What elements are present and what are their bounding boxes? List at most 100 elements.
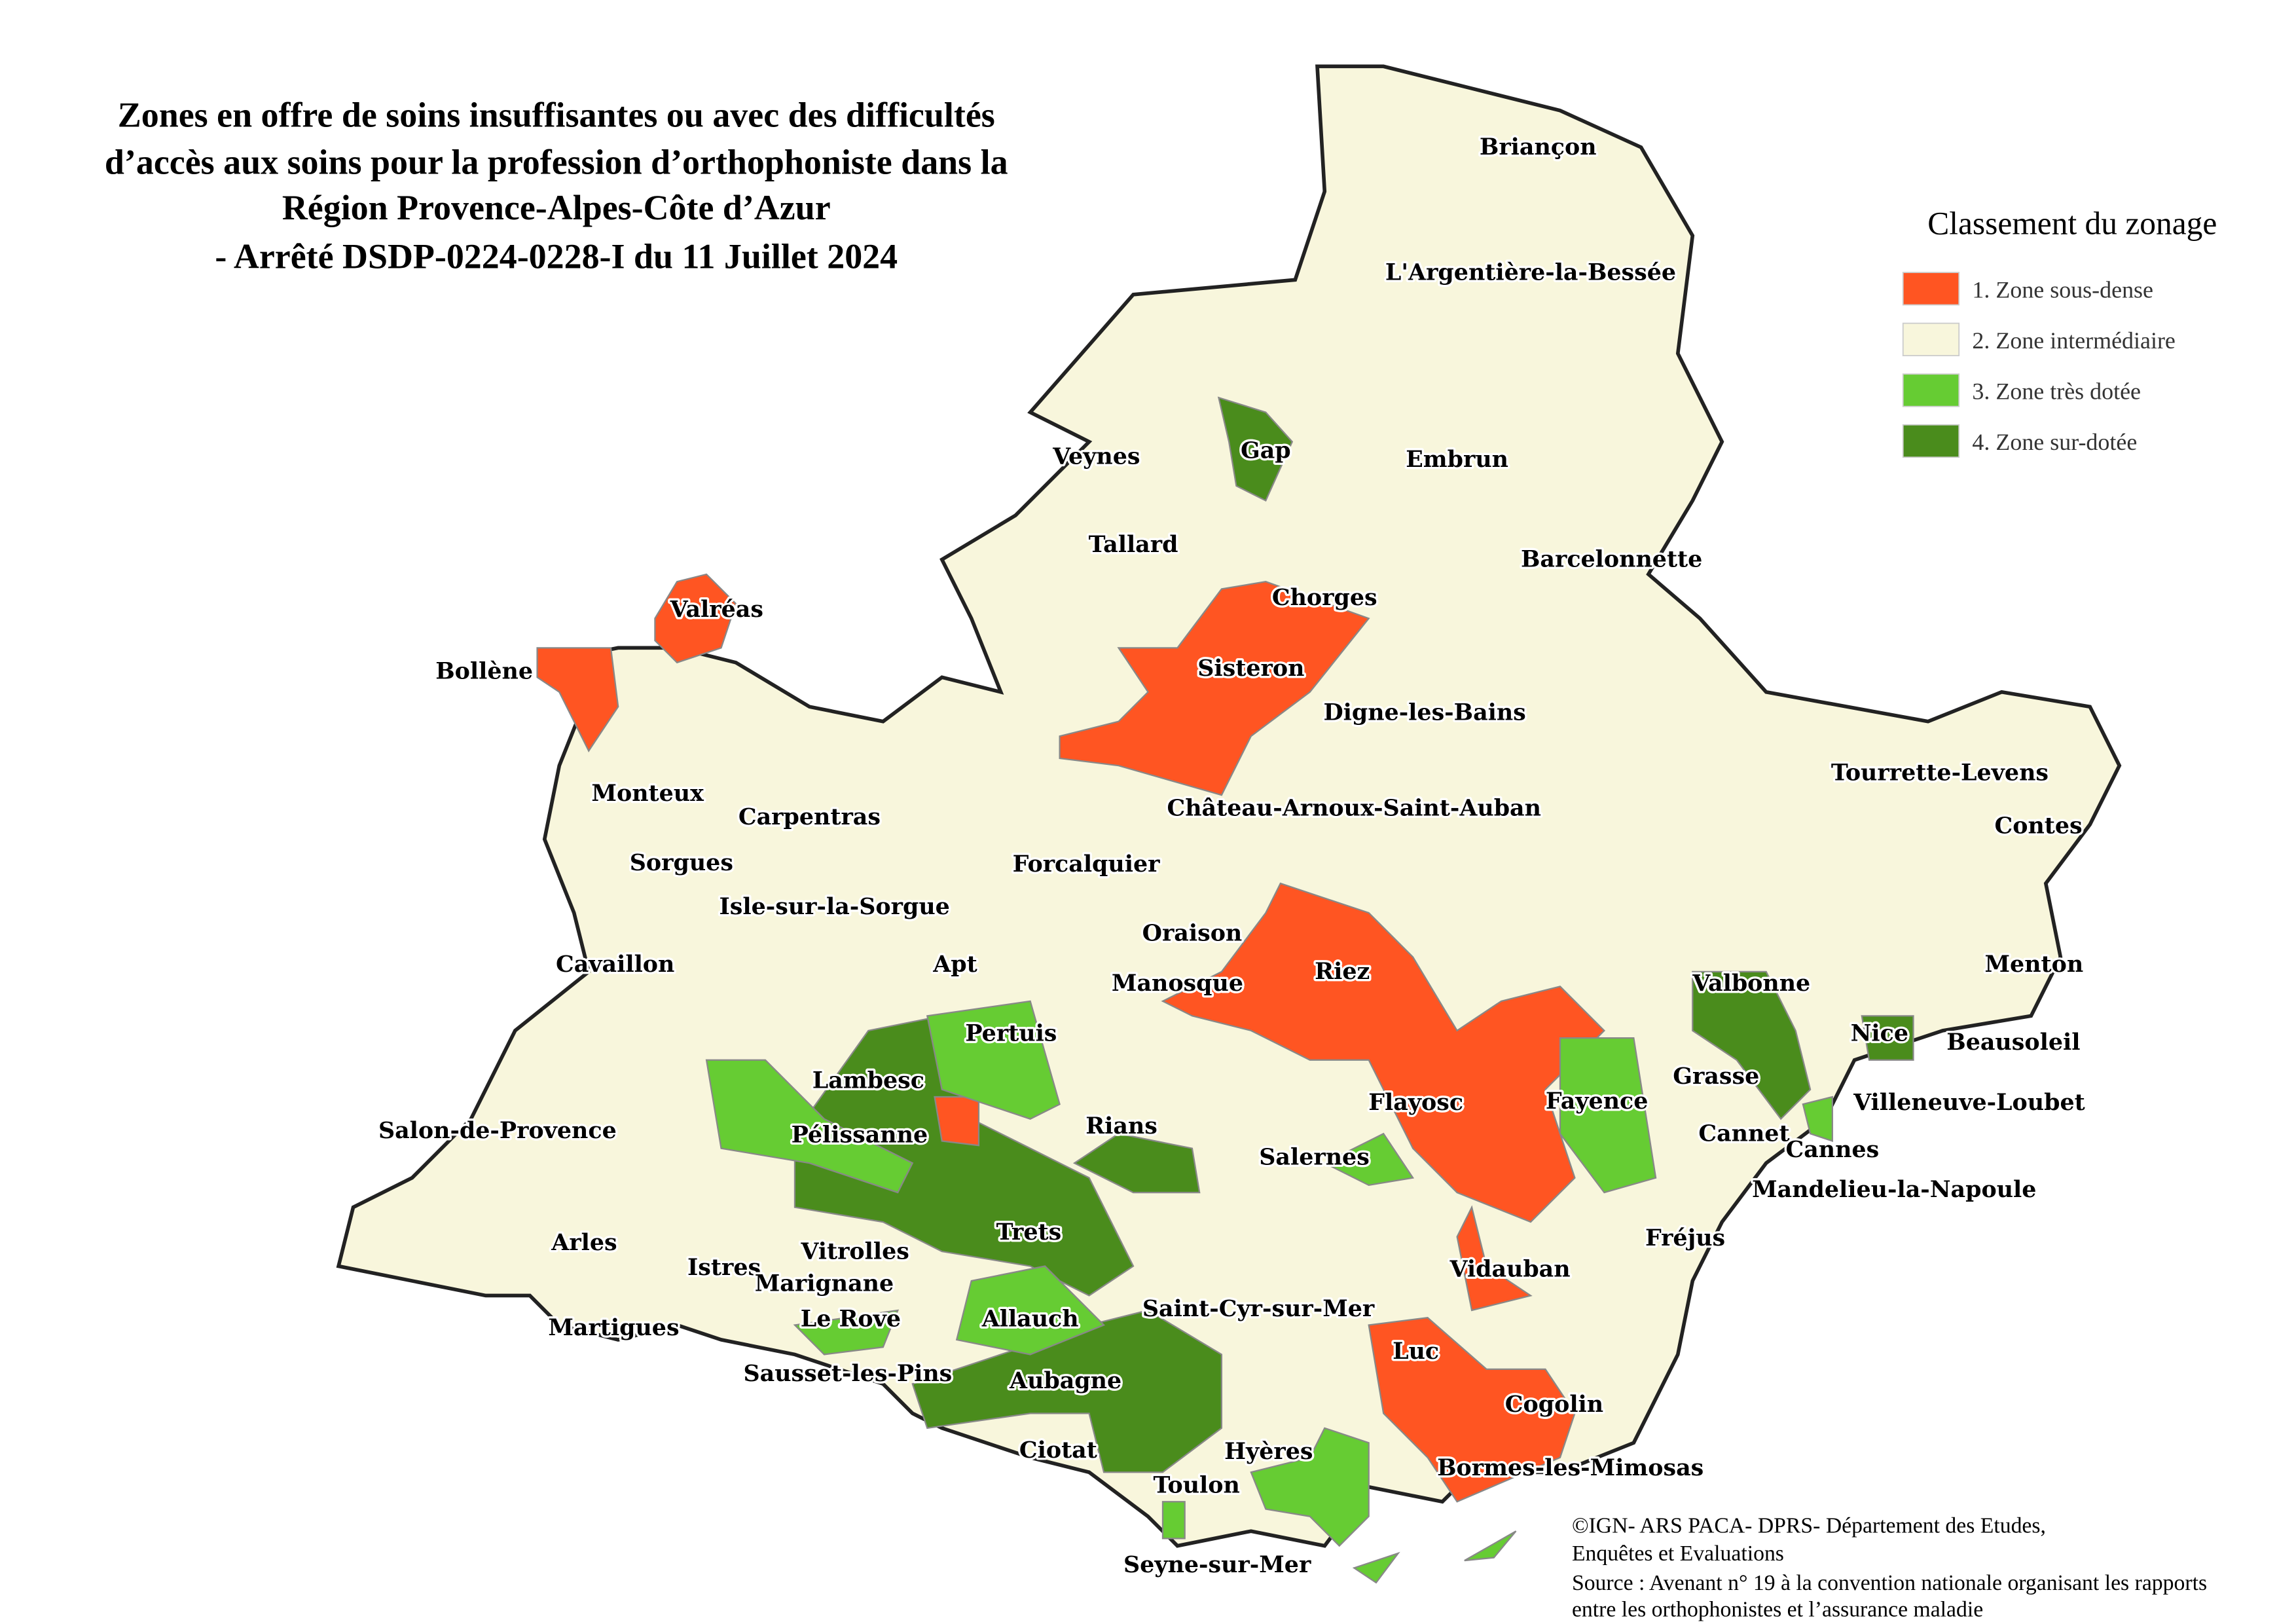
- legend-label: 2. Zone intermédiaire: [1972, 327, 2175, 354]
- place-label: Cogolin: [1505, 1391, 1603, 1418]
- place-label: Salon-de-Provence: [378, 1117, 617, 1144]
- place-label: Nice: [1851, 1020, 1908, 1047]
- zone: [1217, 396, 1294, 502]
- source-line: entre les orthophonistes et l’assurance …: [1572, 1598, 1983, 1622]
- zone: [1322, 1132, 1415, 1187]
- source: ©IGN- ARS PACA- DPRS- Département des Et…: [1572, 1513, 2207, 1621]
- place-label: Aubagne: [1009, 1367, 1121, 1394]
- place-label: Marignane: [755, 1270, 894, 1297]
- zone: [1072, 1133, 1201, 1194]
- zone: [955, 1265, 1106, 1356]
- place-label: Château-Arnoux-Saint-Auban: [1167, 795, 1541, 822]
- place-label: Beausoleil: [1946, 1029, 2080, 1056]
- legend-title: Classement du zonage: [1927, 206, 2217, 242]
- zone: [1250, 1427, 1370, 1547]
- place-label: Hyères: [1224, 1438, 1313, 1465]
- place-label: Ciotat: [1019, 1437, 1097, 1464]
- labels: Briançon L'Argentière-la-Bessée Veynes Gap E…: [376, 132, 2087, 1581]
- legend-swatch: [1902, 322, 1960, 356]
- title-line: Région Provence-Alpes-Côte d’Azur: [282, 188, 831, 227]
- zone: [1161, 1501, 1186, 1540]
- legend: Classement du zonage 1. Zone sous-dense 2…: [1902, 206, 2217, 458]
- legend-swatch: [1902, 373, 1960, 407]
- place-label: Pélissanne: [792, 1122, 928, 1149]
- place-label: Oraison: [1142, 920, 1243, 947]
- place-label: Istres: [687, 1254, 761, 1281]
- place-label: Apt: [932, 951, 977, 978]
- region: [336, 64, 2122, 1548]
- place-label: Bollène: [435, 658, 533, 685]
- place-label: Salernes: [1259, 1143, 1370, 1170]
- place-label: Villeneuve-Loubet: [1853, 1089, 2085, 1116]
- place-label: Bormes-les-Mimosas: [1437, 1454, 1704, 1481]
- place-label: Tourrette-Levens: [1831, 760, 2049, 786]
- place-label: Valréas: [670, 596, 763, 623]
- place-label: Cannes: [1786, 1136, 1880, 1163]
- zone: [1802, 1096, 1833, 1143]
- place-label: Le Rove: [801, 1306, 901, 1333]
- place-label: Flayosc: [1368, 1089, 1463, 1116]
- place-label: Gap: [1241, 437, 1291, 464]
- zone: [1456, 1205, 1533, 1312]
- zone: [1464, 1530, 1517, 1562]
- place-label: Fayence: [1546, 1088, 1648, 1115]
- place-label: Pertuis: [965, 1020, 1057, 1047]
- title-line: d’accès aux soins pour la profession d’o…: [105, 142, 1008, 181]
- title: Zones en offre de soins insuffisantes ou…: [105, 96, 1008, 276]
- zone: [705, 1059, 914, 1194]
- legend-label: 3. Zone très dotée: [1972, 378, 2141, 404]
- place-label: Barcelonnette: [1521, 546, 1702, 573]
- zone: [1692, 970, 1812, 1120]
- place-label: Saint-Cyr-sur-Mer: [1142, 1295, 1375, 1322]
- place-label: Cannet: [1698, 1120, 1789, 1147]
- place-label: Sorgues: [630, 849, 733, 876]
- place-label: Grasse: [1673, 1063, 1759, 1090]
- zone: [1059, 581, 1370, 796]
- place-label: Toulon: [1154, 1472, 1240, 1499]
- place-label: Rians: [1085, 1113, 1157, 1139]
- place-label: Valbonne: [1692, 970, 1810, 997]
- place-label: Isle-sur-la-Sorgue: [720, 893, 950, 920]
- legend-swatch: [1902, 424, 1960, 458]
- zone: [1861, 1015, 1914, 1061]
- place-label: Embrun: [1406, 446, 1508, 473]
- place-label: Vitrolles: [800, 1238, 909, 1264]
- zone: [926, 1000, 1061, 1120]
- source-line: ©IGN- ARS PACA- DPRS- Département des Et…: [1572, 1513, 2046, 1538]
- place-label: Mandelieu-la-Napoule: [1752, 1176, 2036, 1203]
- place-label: Seyne-sur-Mer: [1123, 1551, 1311, 1578]
- place-label: Carpentras: [738, 803, 881, 830]
- place-label: Vidauban: [1449, 1255, 1570, 1282]
- source-line: Enquêtes et Evaluations: [1572, 1541, 1784, 1566]
- legend-label: 4. Zone sur-dotée: [1972, 429, 2137, 455]
- legend-label: 1. Zone sous-dense: [1972, 276, 2153, 303]
- zone: [934, 1096, 980, 1147]
- place-label: Menton: [1984, 951, 2083, 978]
- place-label: Riez: [1315, 958, 1370, 985]
- place-label: L'Argentière-la-Bessée: [1385, 259, 1676, 286]
- zone: [1559, 1037, 1657, 1194]
- place-label: Fréjus: [1645, 1225, 1725, 1251]
- place-label: Sisteron: [1197, 655, 1304, 682]
- zone: [793, 1309, 900, 1356]
- zone: [1352, 1551, 1400, 1584]
- place-label: Manosque: [1112, 970, 1243, 997]
- zone: [911, 1309, 1223, 1473]
- place-label: Lambesc: [812, 1067, 924, 1094]
- title-line: - Arrêté DSDP-0224-0228-I du 11 Juillet …: [215, 236, 898, 276]
- zone: [654, 573, 737, 664]
- title-line: Zones en offre de soins insuffisantes ou…: [118, 96, 995, 135]
- place-label: Digne-les-Bains: [1323, 699, 1525, 726]
- place-label: Tallard: [1089, 531, 1178, 558]
- place-label: Forcalquier: [1013, 851, 1160, 877]
- place-label: Veynes: [1052, 443, 1140, 470]
- zone: [536, 647, 619, 752]
- source-line: Source : Avenant n° 19 à la convention n…: [1572, 1571, 2207, 1595]
- place-label: Cavaillon: [556, 951, 674, 978]
- place-label: Contes: [1995, 813, 2083, 840]
- place-label: Luc: [1393, 1338, 1439, 1365]
- place-label: Arles: [551, 1229, 617, 1256]
- place-label: Allauch: [981, 1306, 1079, 1333]
